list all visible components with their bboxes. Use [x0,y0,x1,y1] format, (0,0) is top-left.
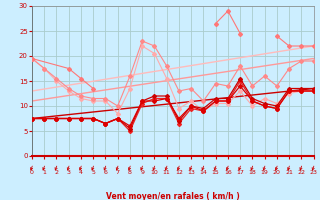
X-axis label: Vent moyen/en rafales ( km/h ): Vent moyen/en rafales ( km/h ) [106,192,240,200]
